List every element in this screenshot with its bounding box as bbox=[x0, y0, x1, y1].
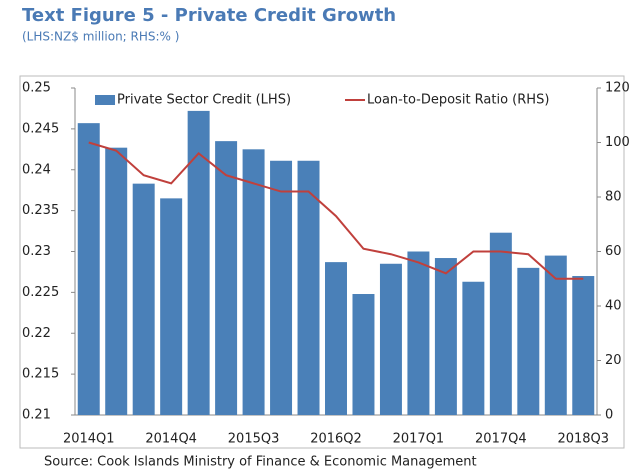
y-tick-label: 0.22 bbox=[22, 326, 51, 341]
y-tick-label: 0.25 bbox=[22, 81, 51, 96]
x-tick-label: 2017Q1 bbox=[393, 432, 445, 447]
y2-tick-label: 0 bbox=[605, 408, 613, 423]
bar bbox=[572, 276, 595, 415]
x-tick-label: 2016Q2 bbox=[310, 432, 362, 447]
y-tick-label: 0.215 bbox=[22, 367, 59, 382]
x-tick-label: 2017Q4 bbox=[475, 432, 527, 447]
bar bbox=[462, 281, 485, 415]
x-tick-label: 2014Q1 bbox=[63, 432, 115, 447]
bar bbox=[270, 160, 293, 415]
bar bbox=[160, 198, 183, 415]
bar bbox=[105, 147, 128, 416]
y-tick-label: 0.245 bbox=[22, 121, 59, 136]
x-tick-label: 2014Q4 bbox=[145, 432, 197, 447]
x-tick-label: 2015Q3 bbox=[228, 432, 280, 447]
y-tick-label: 0.21 bbox=[22, 408, 51, 423]
y2-tick-label: 60 bbox=[605, 244, 622, 259]
y-tick-label: 0.235 bbox=[22, 203, 59, 218]
legend-label: Private Sector Credit (LHS) bbox=[117, 93, 291, 108]
bar bbox=[352, 294, 375, 415]
bar bbox=[77, 123, 100, 415]
bar bbox=[187, 110, 210, 415]
legend-label: Loan-to-Deposit Ratio (RHS) bbox=[367, 93, 549, 108]
bar bbox=[517, 267, 540, 415]
bar bbox=[215, 141, 238, 415]
y-tick-label: 0.225 bbox=[22, 285, 59, 300]
bar bbox=[379, 263, 402, 415]
frame bbox=[19, 75, 625, 449]
chart-title: Text Figure 5 - Private Credit Growth bbox=[22, 5, 396, 26]
bar bbox=[407, 251, 430, 415]
legend-swatch bbox=[95, 95, 115, 105]
bar bbox=[325, 262, 347, 415]
source: Source: Cook Islands Ministry of Finance… bbox=[44, 455, 477, 470]
x-tick-label: 2018Q3 bbox=[557, 432, 609, 447]
y2-tick-label: 20 bbox=[605, 353, 622, 368]
y2-tick-label: 100 bbox=[605, 135, 630, 150]
bar bbox=[489, 232, 512, 415]
y2-tick-label: 120 bbox=[605, 81, 630, 96]
line bbox=[88, 141, 584, 280]
bar bbox=[544, 255, 567, 415]
y2-tick-label: 80 bbox=[605, 190, 622, 205]
y-tick-label: 0.23 bbox=[22, 244, 51, 259]
chart-subtitle: (LHS:NZ$ million; RHS:% ) bbox=[22, 30, 179, 44]
y-tick-label: 0.24 bbox=[22, 162, 51, 177]
bar bbox=[297, 160, 320, 415]
bar bbox=[242, 149, 265, 415]
y2-tick-label: 40 bbox=[605, 299, 622, 314]
bar bbox=[132, 183, 155, 415]
bar bbox=[434, 258, 457, 415]
